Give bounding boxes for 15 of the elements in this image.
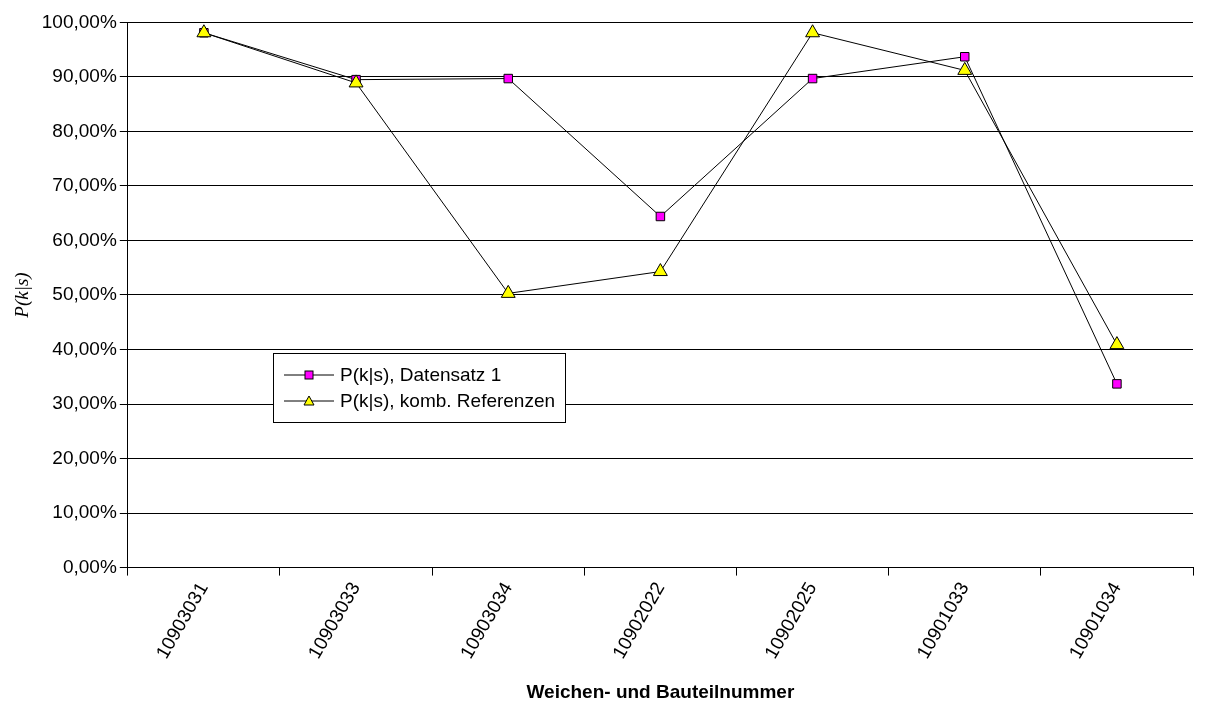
y-tick-label: 60,00% — [52, 228, 117, 250]
y-tick-label: 10,00% — [52, 501, 117, 523]
y-tick-label: 100,00% — [41, 10, 117, 32]
y-tick-label: 20,00% — [52, 446, 117, 468]
y-tick-label: 90,00% — [52, 65, 117, 87]
legend-label: P(k|s), komb. Referenzen — [340, 390, 556, 412]
y-tick-label: 80,00% — [52, 119, 117, 141]
y-axis-title: P(k|s) — [11, 272, 34, 319]
y-tick-label: 30,00% — [52, 392, 117, 414]
y-tick-label: 70,00% — [52, 174, 117, 196]
y-tick-label: 50,00% — [52, 283, 117, 305]
y-tick-label: 40,00% — [52, 337, 117, 359]
y-tick-label: 0,00% — [62, 555, 117, 577]
x-axis-title: Weichen- und Bauteilnummer — [526, 680, 795, 702]
legend-label: P(k|s), Datensatz 1 — [340, 364, 502, 386]
